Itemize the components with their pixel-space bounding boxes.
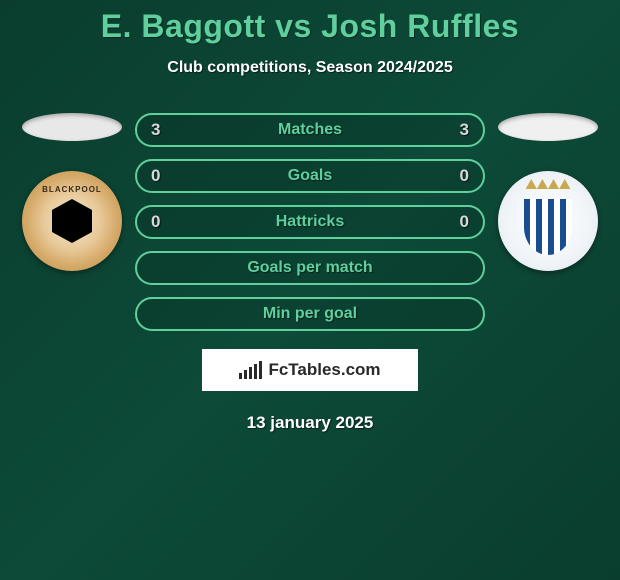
player-right-club-badge: [498, 171, 598, 271]
stat-row-hattricks: 0 Hattricks 0: [135, 205, 485, 239]
logo-bar: [254, 364, 257, 379]
stat-label: Goals: [171, 167, 449, 185]
player-right-avatar: [498, 113, 598, 141]
stat-label: Min per goal: [171, 305, 449, 323]
logo-bars-icon: [239, 361, 262, 379]
stat-label: Hattricks: [171, 213, 449, 231]
stat-label: Goals per match: [171, 259, 449, 277]
stats-area: BLACKPOOL 3 Matches 3 0 Goals 0 0 Hattri…: [0, 113, 620, 331]
stat-right-value: 0: [449, 166, 469, 186]
stat-row-matches: 3 Matches 3: [135, 113, 485, 147]
stat-label: Matches: [171, 121, 449, 139]
logo-bar: [249, 367, 252, 379]
stat-row-goals-per-match: Goals per match: [135, 251, 485, 285]
source-logo: FcTables.com: [202, 349, 418, 391]
stat-left-value: 3: [151, 120, 171, 140]
stat-row-goals: 0 Goals 0: [135, 159, 485, 193]
date-text: 13 january 2025: [0, 413, 620, 433]
player-right-column: [493, 113, 603, 271]
badge-left-text: BLACKPOOL: [42, 185, 102, 194]
logo-bar: [244, 370, 247, 379]
player-left-club-badge: BLACKPOOL: [22, 171, 122, 271]
badge-right-stripes: [524, 199, 572, 255]
page-title: E. Baggott vs Josh Ruffles: [0, 8, 620, 45]
stat-left-value: 0: [151, 212, 171, 232]
logo-bar: [239, 373, 242, 379]
logo-bar: [259, 361, 262, 379]
player-left-avatar: [22, 113, 122, 141]
stats-column: 3 Matches 3 0 Goals 0 0 Hattricks 0 Goal…: [135, 113, 485, 331]
subtitle: Club competitions, Season 2024/2025: [0, 59, 620, 77]
stat-left-value: 0: [151, 166, 171, 186]
stat-right-value: 0: [449, 212, 469, 232]
comparison-card: E. Baggott vs Josh Ruffles Club competit…: [0, 0, 620, 433]
logo-text: FcTables.com: [268, 360, 380, 380]
stat-row-min-per-goal: Min per goal: [135, 297, 485, 331]
player-left-column: BLACKPOOL: [17, 113, 127, 271]
stat-right-value: 3: [449, 120, 469, 140]
